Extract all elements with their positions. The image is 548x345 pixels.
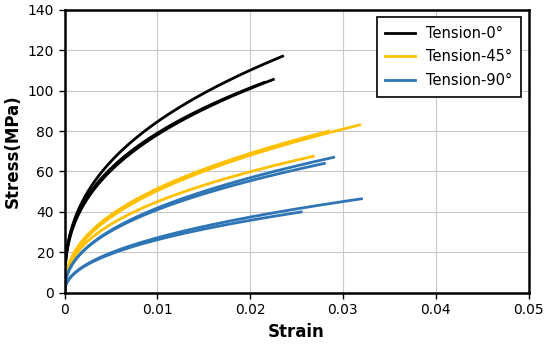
Tension-90° (305, 161, 312, 165)
Y-axis label: Stress(MPa): Stress(MPa) (4, 95, 22, 208)
Tension-0° (195, 95, 201, 99)
Tension-90° (62, 280, 68, 284)
Tension-45° (310, 135, 317, 139)
Tension-45° (329, 130, 335, 134)
Tension-0° (62, 264, 68, 268)
Tension-45° (236, 157, 243, 161)
Tension-90° (288, 165, 295, 169)
Tension-90° (221, 183, 228, 187)
Line: Tension-0°: Tension-0° (65, 56, 283, 293)
Tension-45° (237, 157, 243, 161)
Tension-90° (226, 181, 232, 186)
Tension-0° (191, 97, 198, 101)
Tension-0° (279, 54, 286, 58)
Tension-90° (61, 291, 68, 295)
Tension-45° (61, 291, 68, 295)
Tension-0° (259, 63, 265, 67)
Tension-0° (61, 291, 68, 295)
Line: Tension-90°: Tension-90° (65, 157, 334, 293)
Tension-0° (190, 97, 197, 101)
X-axis label: Strain: Strain (268, 323, 325, 341)
Tension-45° (356, 123, 363, 127)
Legend: Tension-0°, Tension-45°, Tension-90°: Tension-0°, Tension-45°, Tension-90° (376, 17, 521, 97)
Line: Tension-45°: Tension-45° (65, 125, 359, 293)
Tension-45° (62, 276, 69, 280)
Tension-90° (220, 183, 227, 187)
Tension-0° (245, 69, 252, 73)
Tension-45° (242, 155, 248, 159)
Tension-90° (330, 155, 337, 159)
